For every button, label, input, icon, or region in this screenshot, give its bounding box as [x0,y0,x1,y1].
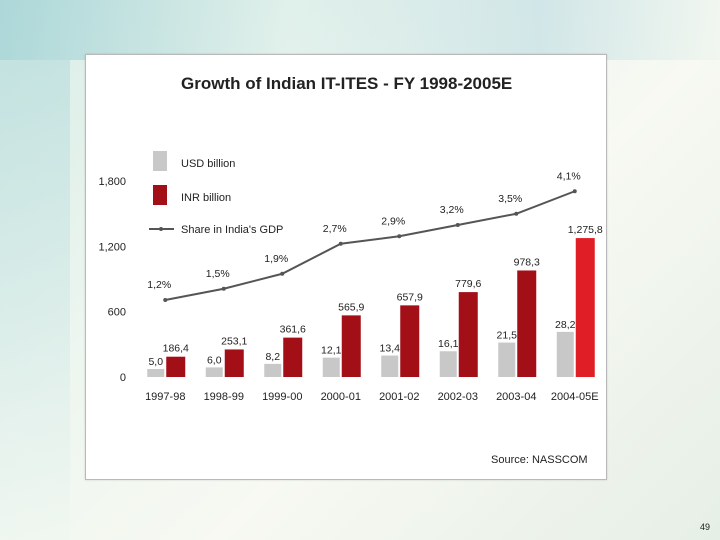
gdp-share-point-7 [572,189,577,194]
bar-usd-label-4: 13,4 [380,343,401,355]
x-tick-label-0: 1997-98 [145,391,185,403]
x-tick-label-2: 1999-00 [262,391,302,403]
bar-usd-label-3: 12,1 [321,345,342,357]
bar-usd-label-0: 5,0 [148,356,163,368]
legend-swatch-inr [153,185,167,205]
bar-inr-label-1: 253,1 [221,335,247,347]
gdp-share-point-1 [221,286,226,291]
bar-inr-label-6: 978,3 [514,256,540,268]
gdp-share-point-0 [163,298,168,302]
bar-inr-0 [166,356,186,377]
bar-usd-3 [322,357,340,377]
gdp-share-line [165,190,576,301]
gdp-share-point-3 [338,241,343,246]
x-tick-label-1: 1998-99 [204,391,244,403]
background-band [0,0,720,60]
y-tick-label-3: 1,800 [98,176,126,188]
bar-inr-7 [575,238,595,377]
bar-inr-label-4: 657,9 [397,291,423,303]
bar-inr-label-5: 779,6 [455,278,481,290]
chart-source: Source: NASSCOM [491,454,588,466]
gdp-share-label-6: 3,5% [498,193,522,205]
legend-swatch-usd [153,151,167,171]
bar-usd-7 [556,331,574,377]
bar-usd-4 [381,355,399,377]
legend-label-gdp: Share in India's GDP [181,224,283,236]
bar-inr-3 [341,315,361,377]
bar-inr-label-7: 1,275,8 [568,224,603,236]
y-tick-label-1: 600 [108,307,126,319]
slide-number: 49 [699,522,710,532]
gdp-share-label-5: 3,2% [440,204,464,216]
chart-title: Growth of Indian IT-ITES - FY 1998-2005E [181,74,512,93]
gdp-share-label-2: 1,9% [264,253,288,265]
x-tick-label-5: 2002-03 [438,391,478,403]
bar-usd-6 [498,342,516,377]
chart: Growth of Indian IT-ITES - FY 1998-2005E… [98,74,603,466]
x-tick-label-6: 2003-04 [496,391,536,403]
bar-usd-0 [147,369,165,377]
bar-inr-6 [517,270,537,377]
x-tick-label-4: 2001-02 [379,391,419,403]
axes: 0 600 1,200 1,800 1997-98 1998-99 1999-00 2000-… [98,176,598,403]
gdp-share-label-4: 2,9% [381,215,405,227]
bar-usd-label-5: 16,1 [438,338,459,350]
legend-label-usd: USD billion [181,158,235,170]
gdp-share-label-3: 2,7% [323,223,347,235]
bar-inr-5 [458,292,478,377]
gdp-share-line-layer: 1,2% 1,5% 1,9% 2,7% 2,9% 3,2% 3,5% 4,1% [147,170,581,302]
y-tick-label-2: 1,200 [98,241,126,253]
bar-usd-label-6: 21,5 [497,330,518,342]
bar-usd-label-7: 28,2 [555,319,576,331]
legend-marker-gdp [159,227,163,231]
bar-inr-2 [283,337,303,377]
bar-inr-label-0: 186,4 [163,343,189,355]
bar-usd-5 [439,351,457,377]
background-side-band [0,60,70,540]
x-tick-label-7: 2004-05E [551,391,599,403]
bar-inr-1 [224,349,244,377]
bar-inr-label-2: 361,6 [280,324,306,336]
bar-inr-label-3: 565,9 [338,301,364,313]
legend-label-inr: INR billion [181,192,231,204]
gdp-share-label-1: 1,5% [206,268,230,280]
chart-figure: Growth of Indian IT-ITES - FY 1998-2005E… [85,54,607,480]
gdp-share-point-5 [455,223,460,227]
bar-usd-2 [264,363,282,377]
y-tick-label-0: 0 [120,372,126,384]
gdp-share-label-7: 4,1% [557,170,581,182]
gdp-share-point-6 [514,211,519,216]
legend: USD billion INR billion Share in India's… [149,151,283,236]
x-tick-label-3: 2000-01 [321,391,361,403]
bar-inr-4 [400,305,420,377]
gdp-share-label-0: 1,2% [147,279,171,291]
bar-usd-label-2: 8,2 [265,351,280,363]
gdp-share-point-2 [280,271,285,276]
bar-usd-label-1: 6,0 [207,354,222,366]
gdp-share-point-4 [397,234,402,239]
bar-usd-1 [205,367,223,377]
